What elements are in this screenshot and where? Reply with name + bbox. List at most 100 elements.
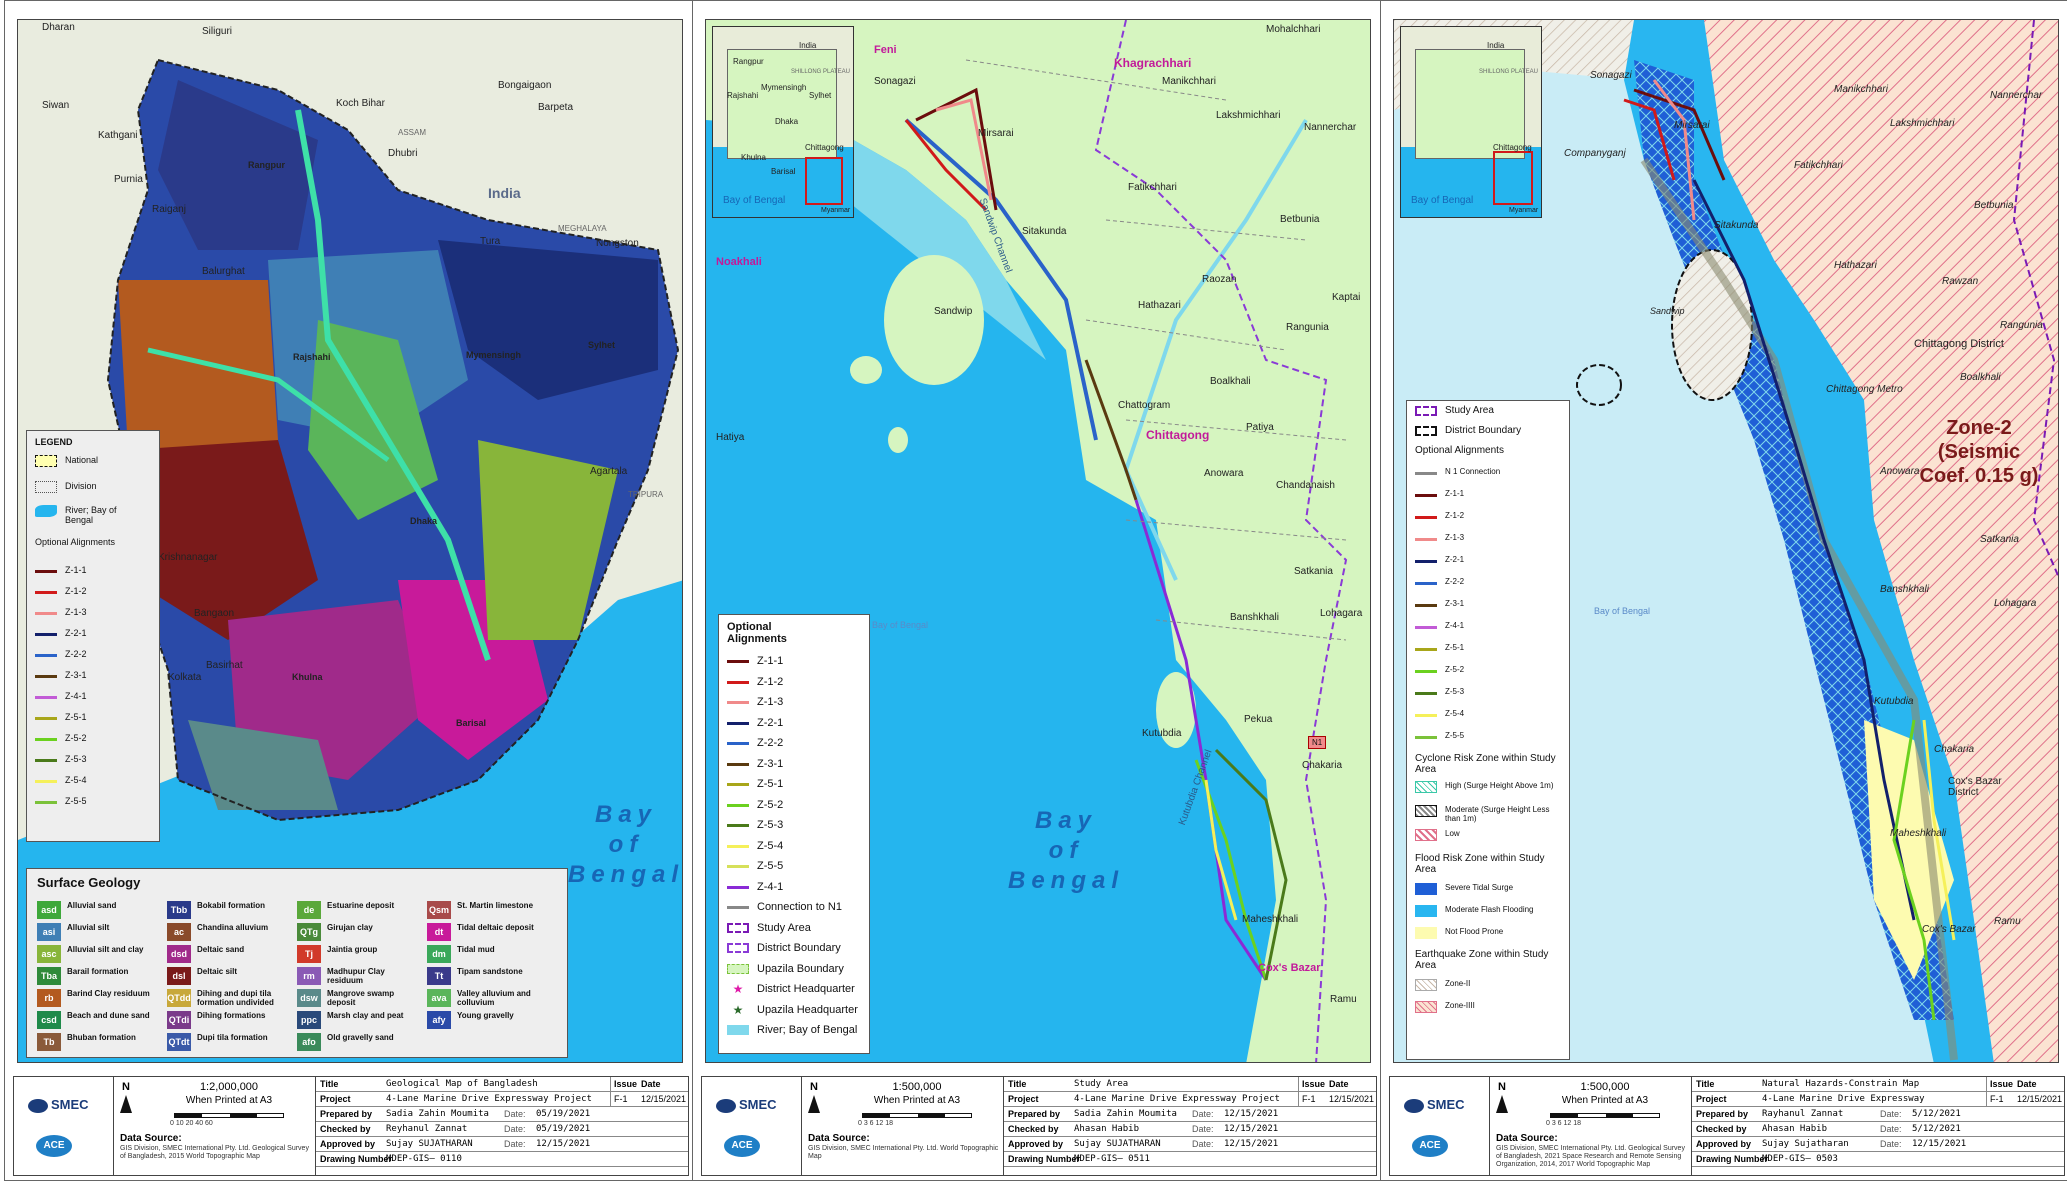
geology-name: Dihing and dupi tila formation undivided [197, 989, 274, 1007]
place-nannerchar: Nannerchar [1990, 90, 2043, 101]
geology-name: Bokabil formation [197, 901, 266, 910]
alignment-swatch [35, 717, 57, 720]
scale-printed-note: When Printed at A3 [1561, 1095, 1649, 1106]
geology-name: Estuarine deposit [327, 901, 395, 910]
alignment-swatch [35, 738, 57, 741]
geology-code: QTdd [167, 989, 191, 1007]
data-source-text: GIS Division, SMEC International Pty. Lt… [120, 1145, 309, 1160]
alignment-label: Z-5-5 [1445, 731, 1465, 740]
place-mymensingh: Mymensingh [466, 350, 522, 360]
geological-map-frame[interactable]: Rangpur Rajshahi Mymensingh Sylhet Dhaka… [17, 19, 683, 1063]
inset-plateau: SHILLONG PLATEAU [791, 69, 850, 75]
alignment-z-1-1 [1633, 88, 1726, 181]
legend-label: Z-5-1 [757, 778, 784, 790]
ace-logo: ACE [724, 1135, 760, 1157]
place-mirsarai: Mirsarai [1674, 120, 1710, 131]
geology-code: ac [167, 923, 191, 941]
geology-item: Qsm St. Martin limestone [427, 901, 555, 923]
alignment-z-5-4 [1204, 779, 1238, 921]
study-area-map-frame[interactable]: Rangpur Rajshahi Mymensingh Sylhet India… [705, 19, 1371, 1063]
row-prepared: Prepared by Sadia Zahin Moumita Date: 05/19… [316, 1107, 688, 1122]
alignment-z-1-2 [1623, 98, 1676, 181]
north-label: N [810, 1081, 818, 1093]
geology-item: QTdd Dihing and dupi tila formation undiv… [167, 989, 295, 1011]
scale-ratio: 1:500,000 [1580, 1081, 1630, 1093]
bay-of-bengal-label: Bay of Bengal [1007, 807, 1124, 894]
place-khagrachhari: Khagrachhari [1114, 56, 1192, 70]
smec-logo: SMEC [716, 1097, 788, 1119]
alignment-swatch [1415, 670, 1437, 673]
geology-name: Valley alluvium and colluvium [457, 989, 531, 1007]
legend-swatch [727, 660, 749, 663]
alignment-z-2-2 [904, 118, 1098, 441]
legend-label: Z-1-3 [757, 696, 784, 708]
alignment-label: Z-5-4 [1445, 709, 1465, 718]
geology-item: asc Alluvial silt and clay [37, 945, 165, 967]
geology-name: Madhupur Clay residuum [327, 967, 385, 985]
inset-khulna: Khulna [741, 153, 766, 162]
alignment-label: Z-2-2 [65, 649, 87, 659]
row-title: Title Geological Map of Bangladesh [316, 1077, 688, 1092]
place-dharan: Dharan [42, 22, 75, 33]
geology-code: Tt [427, 967, 451, 985]
legend-swatch [727, 1025, 749, 1035]
alignment-z-1-2 [904, 119, 988, 212]
hazard-map-frame[interactable]: Bay of Bengal India SHILLONG PLATEAU Chi… [1393, 19, 2059, 1063]
geology-code: QTg [297, 923, 321, 941]
n1-marker[interactable]: N1 [1308, 736, 1327, 749]
geology-item: de Estuarine deposit [297, 901, 425, 923]
geology-item: ppc Marsh clay and peat [297, 1011, 425, 1033]
geology-item: dm Tidal mud [427, 945, 555, 967]
sandwip-island [884, 255, 984, 385]
geology-name: Alluvial sand [67, 901, 117, 910]
geology-code: Tj [297, 945, 321, 963]
geology-name: Tipam sandstone [457, 967, 523, 976]
place-boalkhali: Boalkhali [1960, 372, 2001, 383]
legend-label: Z-5-5 [757, 860, 784, 872]
geology-item: rm Madhupur Clay residuum [297, 967, 425, 989]
geology-item: QTdi Dihing formations [167, 1011, 295, 1033]
place-fatikchhari: Fatikchhari [1794, 160, 1843, 171]
geology-code: afy [427, 1011, 451, 1029]
legend-swatch [1415, 406, 1437, 416]
island [850, 356, 882, 384]
geology-item: Tbb Bokabil formation [167, 901, 295, 923]
inset-bay: Bay of Bengal [723, 195, 786, 206]
inset-plateau: SHILLONG PLATEAU [1479, 69, 1538, 75]
place-banshkhali: Banshkhali [1880, 584, 1929, 595]
title-block: SMEC ACE N 1:500,000 When Printed at A3 … [1389, 1076, 2065, 1176]
row-title: Title Natural Hazards-Constrain Map [1692, 1077, 2064, 1092]
row-title: Title Study Area [1004, 1077, 1376, 1092]
legend-label: Z-1-2 [757, 675, 784, 688]
alignment-label: Z-4-1 [65, 691, 87, 701]
place-siliguri: Siliguri [202, 26, 233, 37]
legend-item: River; Bay of Bengal [35, 505, 155, 525]
inset-rajshahi: Rajshahi [727, 91, 759, 100]
alignment-z-1-3 [1652, 79, 1696, 221]
legend-label: Z-4-1 [757, 880, 784, 893]
north-label: N [1498, 1081, 1506, 1093]
geology-item: ava Valley alluvium and colluvium [427, 989, 555, 1011]
scale-printed-note: When Printed at A3 [873, 1095, 961, 1106]
geology-item: Tba Barail formation [37, 967, 165, 989]
alignment-label: Z-1-2 [65, 586, 87, 596]
alignment-swatch [1415, 604, 1437, 607]
geology-item: Tj Jaintia group [297, 945, 425, 967]
geology-name: Old gravelly sand [327, 1033, 394, 1042]
legend-swatch: ★ [732, 1002, 744, 1017]
alignment-label: Z-1-1 [1445, 489, 1465, 498]
kutubdia-island [1156, 672, 1196, 748]
legend-label: District Boundary [1445, 425, 1522, 436]
geology-item: ac Chandina alluvium [167, 923, 295, 945]
geology-name: Deltaic silt [197, 967, 238, 976]
geology-code: dt [427, 923, 451, 941]
geology-code: ava [427, 989, 451, 1007]
place-dhaka: Dhaka [410, 516, 438, 526]
place-satkania: Satkania [1980, 534, 2019, 545]
cyclone-label: Low [1445, 829, 1460, 838]
data-source-label: Data Source: [1496, 1133, 1558, 1144]
inset-highlight-box [1493, 151, 1533, 205]
alignment-swatch [35, 654, 57, 657]
quake-title: Earthquake Zone within Study Area [1415, 949, 1549, 971]
geology-code: afo [297, 1033, 321, 1051]
